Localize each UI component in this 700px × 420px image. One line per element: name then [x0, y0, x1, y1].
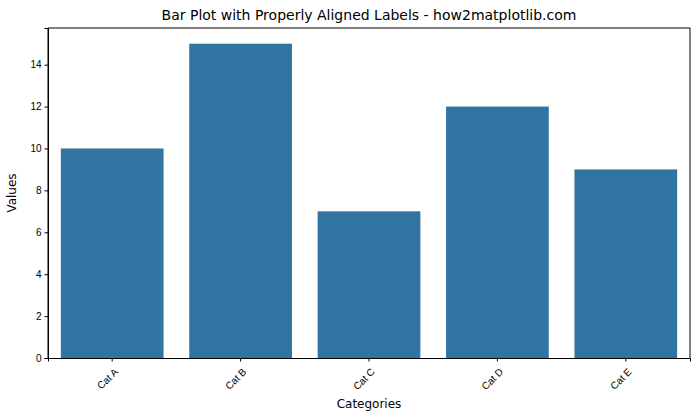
- y-tick-mark: [45, 65, 49, 66]
- y-tick: 0: [36, 353, 48, 364]
- x-tick-mark: [240, 358, 241, 362]
- x-tick-mark: [112, 358, 113, 362]
- x-tick: Cat A: [95, 358, 120, 391]
- x-axis: Cat A Cat B Cat C Cat D Cat E: [49, 358, 691, 392]
- y-tick-label: 10: [30, 143, 42, 154]
- x-axis-title: Categories: [337, 397, 402, 411]
- y-tick-label: 12: [30, 101, 42, 112]
- y-tick-mark: [45, 107, 49, 108]
- y-tick-mark: [45, 148, 49, 149]
- title: Bar Plot with Properly Aligned Labels - …: [162, 7, 577, 23]
- x-tick: Cat E: [608, 358, 634, 392]
- y-tick: 8: [36, 185, 48, 196]
- y-axis-title: Values: [5, 173, 19, 212]
- y-axis: 0 2 4 6 8 10 12 14: [30, 29, 48, 364]
- frame-top: [48, 28, 690, 29]
- frame-right: [690, 28, 691, 358]
- y-tick-label: 6: [36, 227, 42, 238]
- bar: [446, 107, 549, 358]
- y-tick-mark: [45, 232, 49, 233]
- x-tick-mark: [625, 358, 626, 362]
- x-tick-label: Cat D: [479, 366, 505, 392]
- y-tick-label: 8: [36, 185, 42, 196]
- x-tick-label: Cat A: [95, 366, 120, 391]
- y-tick: 10: [30, 143, 48, 154]
- y-tick: 2: [36, 311, 48, 322]
- y-tick-label: 14: [30, 59, 42, 70]
- y-tick: 4: [36, 269, 48, 280]
- x-tick-label: Cat E: [608, 366, 634, 392]
- x-tick-label: Cat C: [351, 366, 377, 392]
- y-tick-label: 2: [36, 311, 42, 322]
- x-tick: Cat D: [479, 358, 505, 392]
- y-tick: 14: [30, 59, 48, 70]
- x-tick: Cat B: [223, 358, 249, 392]
- y-tick-mark: [45, 274, 49, 275]
- y-tick-mark: [45, 190, 49, 191]
- y-tick-label: 4: [36, 269, 42, 280]
- bar: [61, 148, 164, 358]
- chart: 0 2 4 6 8 10 12 14 Cat A Cat B Cat C Cat D Cat E Bar …: [0, 0, 700, 420]
- x-tick-label: Cat B: [223, 366, 249, 392]
- bar: [318, 211, 421, 358]
- y-tick-mark: [45, 316, 49, 317]
- y-tick-label: 0: [36, 353, 42, 364]
- x-tick-mark: [497, 358, 498, 362]
- y-axis-line: [45, 29, 49, 359]
- bar: [574, 169, 677, 358]
- y-tick: 12: [30, 101, 48, 112]
- x-tick: Cat C: [351, 358, 377, 392]
- bar: [189, 44, 292, 358]
- bars: [61, 44, 677, 358]
- y-tick: 6: [36, 227, 48, 238]
- x-axis-line: [49, 359, 691, 362]
- x-tick-mark: [369, 358, 370, 362]
- y-tick-mark: [45, 358, 49, 359]
- plot-area: 0 2 4 6 8 10 12 14 Cat A Cat B Cat C Cat D Cat E: [30, 28, 690, 392]
- frame-left: [48, 28, 49, 358]
